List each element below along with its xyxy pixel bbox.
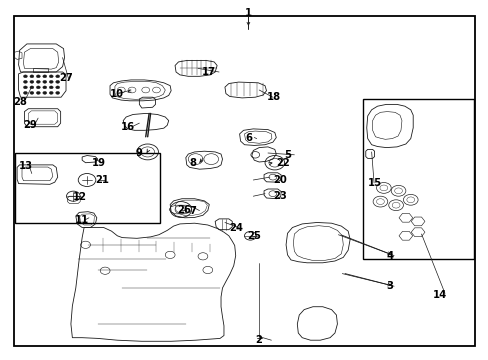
Text: 16: 16	[121, 122, 135, 132]
Text: 2: 2	[255, 335, 262, 345]
Text: 24: 24	[228, 222, 243, 233]
Circle shape	[30, 86, 34, 89]
Text: 12: 12	[72, 192, 86, 202]
Text: 10: 10	[109, 89, 123, 99]
Circle shape	[23, 80, 27, 83]
Text: 27: 27	[60, 73, 73, 84]
Text: 8: 8	[189, 158, 196, 168]
Text: 7: 7	[189, 206, 196, 216]
Text: 23: 23	[272, 191, 286, 201]
Circle shape	[36, 80, 40, 83]
Text: 5: 5	[284, 150, 291, 160]
Circle shape	[36, 75, 40, 78]
Circle shape	[56, 75, 60, 78]
Circle shape	[49, 80, 53, 83]
Text: 18: 18	[266, 92, 280, 102]
Circle shape	[56, 80, 60, 83]
Circle shape	[56, 91, 60, 94]
Text: 22: 22	[276, 158, 289, 168]
Text: 15: 15	[367, 178, 381, 188]
Text: 28: 28	[14, 96, 27, 107]
Text: 3: 3	[386, 281, 392, 291]
Circle shape	[49, 91, 53, 94]
Text: 29: 29	[23, 120, 37, 130]
Text: 20: 20	[272, 175, 286, 185]
Text: 9: 9	[136, 148, 142, 158]
Circle shape	[49, 86, 53, 89]
Circle shape	[56, 86, 60, 89]
Text: 19: 19	[92, 158, 106, 168]
Circle shape	[43, 91, 47, 94]
Circle shape	[43, 80, 47, 83]
Text: 6: 6	[245, 132, 252, 143]
Text: 21: 21	[95, 175, 109, 185]
Circle shape	[30, 80, 34, 83]
Text: 13: 13	[19, 161, 33, 171]
Circle shape	[23, 86, 27, 89]
Circle shape	[30, 91, 34, 94]
Circle shape	[23, 75, 27, 78]
Text: 1: 1	[244, 8, 251, 18]
Text: 11: 11	[74, 215, 88, 225]
Text: 17: 17	[202, 67, 216, 77]
Text: 14: 14	[432, 290, 447, 300]
Bar	[15, 153, 160, 223]
Text: 26: 26	[177, 204, 190, 215]
Circle shape	[49, 75, 53, 78]
Circle shape	[36, 91, 40, 94]
Bar	[362, 99, 473, 259]
Circle shape	[23, 91, 27, 94]
Circle shape	[43, 86, 47, 89]
Circle shape	[36, 86, 40, 89]
Circle shape	[43, 75, 47, 78]
Circle shape	[30, 75, 34, 78]
Text: 4: 4	[386, 251, 393, 261]
Text: 25: 25	[246, 231, 260, 241]
